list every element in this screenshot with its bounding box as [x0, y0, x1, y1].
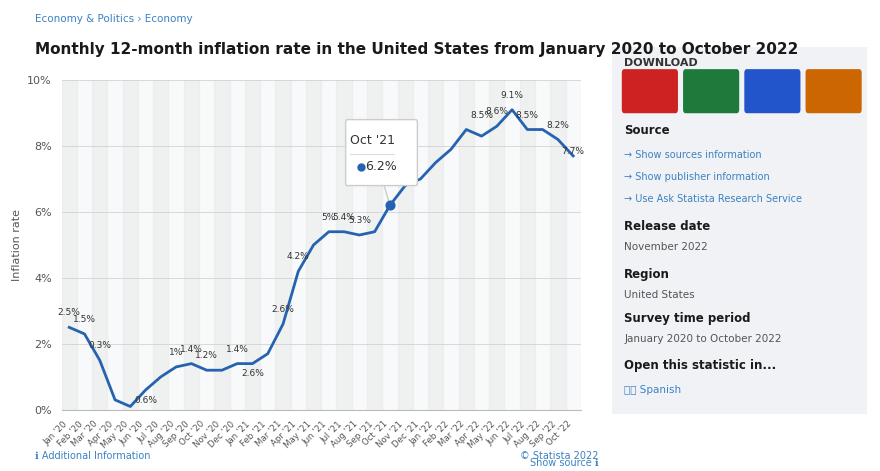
Text: Region: Region [625, 268, 671, 281]
Text: January 2020 to October 2022: January 2020 to October 2022 [625, 333, 781, 344]
Bar [336, 80, 352, 410]
Text: Source: Source [625, 124, 670, 137]
FancyBboxPatch shape [683, 69, 739, 113]
Text: → Show sources information: → Show sources information [625, 150, 762, 160]
Text: 0.6%: 0.6% [134, 396, 158, 405]
Text: 2.6%: 2.6% [241, 369, 264, 379]
Text: 0.3%: 0.3% [88, 341, 111, 350]
Text: XLS: XLS [701, 87, 721, 96]
Text: November 2022: November 2022 [625, 242, 708, 252]
Text: Release date: Release date [625, 220, 711, 233]
Point [383, 202, 397, 209]
Text: Oct '21: Oct '21 [350, 135, 395, 147]
Text: DOWNLOAD: DOWNLOAD [625, 58, 698, 68]
FancyBboxPatch shape [744, 69, 801, 113]
Bar [275, 80, 290, 410]
Bar [550, 80, 566, 410]
Text: 2.6%: 2.6% [272, 305, 295, 314]
Text: 8.5%: 8.5% [516, 111, 539, 120]
Text: 6.2%: 6.2% [365, 160, 397, 173]
Text: Monthly 12-month inflation rate in the United States from January 2020 to Octobe: Monthly 12-month inflation rate in the U… [35, 42, 798, 57]
Text: → Show publisher information: → Show publisher information [625, 172, 770, 182]
Y-axis label: Inflation rate: Inflation rate [11, 209, 22, 281]
Text: 1.4%: 1.4% [226, 345, 249, 354]
Bar [245, 80, 260, 410]
Text: © Statista 2022: © Statista 2022 [520, 451, 598, 461]
FancyBboxPatch shape [622, 69, 678, 113]
Text: Open this statistic in...: Open this statistic in... [625, 359, 777, 373]
Bar [122, 80, 138, 410]
Text: 5.4%: 5.4% [333, 213, 356, 222]
Bar [458, 80, 474, 410]
Text: 5.3%: 5.3% [348, 216, 370, 225]
Bar [62, 80, 77, 410]
Bar [306, 80, 321, 410]
Text: 8.2%: 8.2% [546, 121, 569, 130]
Text: 4.2%: 4.2% [287, 252, 310, 261]
Bar [520, 80, 535, 410]
Text: Economy & Politics › Economy: Economy & Politics › Economy [35, 14, 193, 24]
Text: Show source ℹ: Show source ℹ [530, 458, 598, 468]
Text: Survey time period: Survey time period [625, 312, 751, 325]
Bar [215, 80, 230, 410]
Bar [428, 80, 444, 410]
Text: 7.7%: 7.7% [561, 147, 584, 156]
Text: 1.5%: 1.5% [73, 315, 96, 324]
Text: PPT: PPT [824, 87, 843, 96]
FancyBboxPatch shape [346, 120, 417, 186]
Text: 1%: 1% [169, 348, 183, 357]
Text: 🇪🇸 Spanish: 🇪🇸 Spanish [625, 385, 681, 395]
Text: PDF: PDF [640, 87, 660, 96]
Text: 2.5%: 2.5% [58, 309, 81, 317]
Text: 8.5%: 8.5% [470, 111, 493, 120]
Text: 1.4%: 1.4% [180, 345, 202, 354]
Text: United States: United States [625, 290, 695, 300]
Text: → Use Ask Statista Research Service: → Use Ask Statista Research Service [625, 194, 803, 204]
Text: 8.6%: 8.6% [485, 107, 509, 116]
Text: PNG: PNG [761, 87, 783, 96]
Bar [489, 80, 504, 410]
Bar [92, 80, 107, 410]
FancyBboxPatch shape [805, 69, 862, 113]
Bar [398, 80, 413, 410]
Text: ℹ Additional Information: ℹ Additional Information [35, 451, 150, 461]
Text: 9.1%: 9.1% [501, 91, 524, 100]
Bar [184, 80, 199, 410]
Bar [153, 80, 168, 410]
Text: 5%: 5% [322, 213, 336, 222]
Text: 1.2%: 1.2% [195, 351, 218, 360]
Bar [367, 80, 382, 410]
